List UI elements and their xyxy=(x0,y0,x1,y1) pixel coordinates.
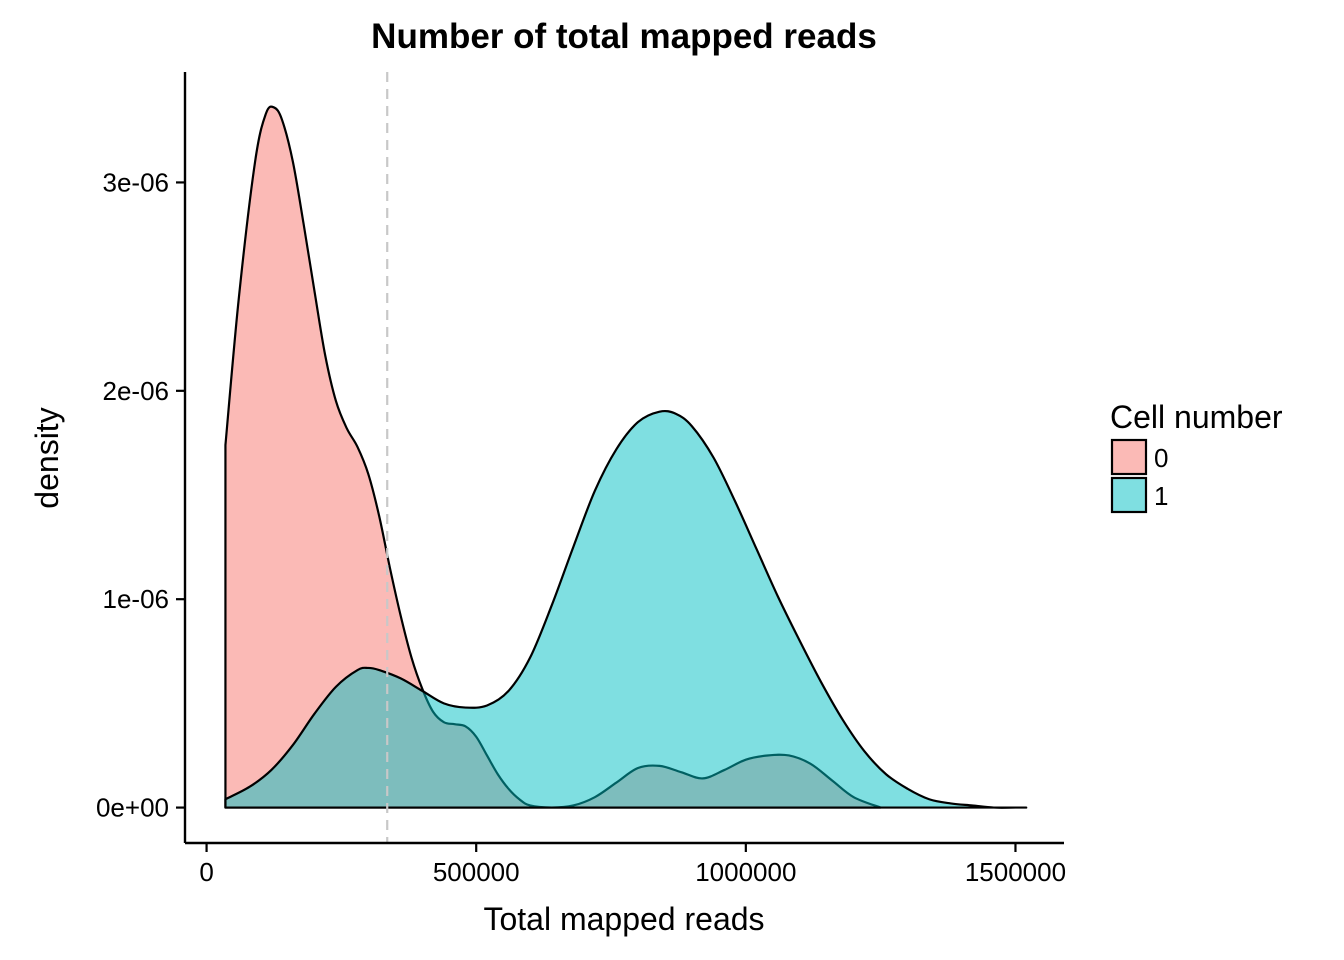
y-tick-label: 3e-06 xyxy=(103,167,170,197)
legend-item-0: 0 xyxy=(1110,438,1168,476)
chart-title: Number of total mapped reads xyxy=(371,17,877,56)
legend: Cell number 0 1 xyxy=(1110,399,1283,514)
y-axis: 0e+00 1e-06 2e-06 3e-06 xyxy=(96,72,187,843)
x-tick-label: 1500000 xyxy=(965,857,1066,887)
legend-label: 1 xyxy=(1154,481,1168,511)
x-tick-label: 500000 xyxy=(433,857,520,887)
legend-item-1: 1 xyxy=(1110,476,1168,514)
x-tick-label: 1000000 xyxy=(695,857,796,887)
x-axis-title: Total mapped reads xyxy=(483,901,764,937)
legend-label: 0 xyxy=(1154,443,1168,473)
plot-area xyxy=(224,72,1028,843)
x-tick-label: 0 xyxy=(199,857,213,887)
legend-swatch xyxy=(1110,476,1148,514)
legend-title: Cell number xyxy=(1110,399,1283,435)
y-tick-label: 1e-06 xyxy=(103,584,170,614)
y-tick-label: 2e-06 xyxy=(103,376,170,406)
density-area-series-1 xyxy=(224,409,1028,809)
x-axis: 0 500000 1000000 1500000 xyxy=(185,841,1066,887)
y-axis-title: density xyxy=(29,407,65,508)
legend-swatch xyxy=(1110,438,1148,476)
y-tick-label: 0e+00 xyxy=(96,793,169,823)
